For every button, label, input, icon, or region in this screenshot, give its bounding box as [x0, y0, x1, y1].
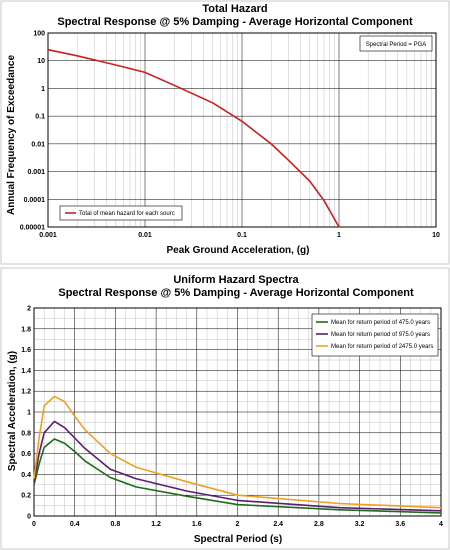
y-tick-label: 0.4	[21, 472, 31, 479]
y-tick-label: 0.1	[35, 114, 45, 121]
x-tick-label: 2.4	[273, 521, 283, 528]
x-tick-label: 0	[32, 521, 36, 528]
y-tick-label: 1	[41, 86, 45, 93]
uniform-hazard-spectra-chart: Uniform Hazard Spectra Spectral Response…	[0, 267, 450, 550]
series-lines	[47, 48, 340, 228]
y-tick-label: 1.2	[21, 389, 31, 396]
bottom-panel-border	[0, 267, 450, 550]
chart-subtitle: Spectral Response @ 5% Damping - Average…	[57, 16, 413, 28]
x-axis-title: Spectral Period (s)	[194, 534, 282, 545]
chart-subtitle: Spectral Response @ 5% Damping - Average…	[58, 287, 414, 299]
y-tick-label: 1	[27, 410, 31, 417]
hazard-curve-line	[47, 48, 340, 228]
x-tick-label: 4	[439, 521, 443, 528]
spectrum-475yr-line	[33, 438, 442, 514]
x-tick-label: 2	[236, 521, 240, 528]
x-axis-ticks: 0 0.4 0.8 1.2 1.6 2 2.4 2.8 3.2 3.6 4	[32, 521, 443, 528]
legend-box	[59, 205, 183, 221]
x-tick-label: 0.4	[70, 521, 80, 528]
spectrum-2475yr-line	[33, 395, 442, 509]
x-tick-label: 1	[337, 232, 341, 239]
x-tick-label: 1.6	[192, 521, 202, 528]
y-axis-ticks: 100 10 1 0.1 0.01 0.001 0.0001 0.00001	[20, 31, 45, 232]
plot-area	[33, 307, 442, 517]
total-hazard-chart: Total Hazard Spectral Response @ 5% Damp…	[0, 0, 450, 265]
plot-area	[47, 32, 437, 228]
y-tick-label: 0.001	[27, 169, 45, 176]
y-tick-label: 0.2	[21, 493, 31, 500]
y-tick-label: 1.4	[21, 368, 31, 375]
legend-entry: Mean for return period of 975.0 years	[331, 332, 430, 338]
y-axis-title: Annual Frequency of Exceedance	[6, 55, 17, 215]
spectrum-975yr-line	[33, 420, 442, 512]
legend-box	[311, 313, 439, 357]
x-tick-label: 0.001	[39, 232, 57, 239]
y-tick-label: 0	[27, 514, 31, 521]
x-axis-title: Peak Ground Acceleration, (g)	[167, 245, 310, 256]
x-tick-label: 0.8	[111, 521, 121, 528]
y-tick-label: 0.01	[31, 141, 45, 148]
y-tick-label: 0.8	[21, 430, 31, 437]
top-panel-border	[0, 0, 450, 265]
x-tick-label: 3.6	[395, 521, 405, 528]
y-tick-label: 1.6	[21, 347, 31, 354]
x-tick-label: 2.8	[314, 521, 324, 528]
spectral-period-annotation: Spectral Period = PGA	[359, 35, 433, 52]
y-tick-label: 0.0001	[24, 197, 46, 204]
y-axis-title: Spectral Acceleration, (g)	[7, 351, 18, 471]
legend-entry: Mean for return period of 2475.0 years	[331, 344, 433, 350]
y-tick-label: 0.00001	[20, 225, 45, 232]
legend: Total of mean hazard for each sourc	[59, 205, 183, 221]
x-tick-label: 10	[432, 232, 440, 239]
y-tick-label: 2	[27, 306, 31, 313]
y-tick-label: 100	[33, 31, 45, 38]
y-tick-label: 0.6	[21, 451, 31, 458]
y-axis-ticks: 0 0.2 0.4 0.6 0.8 1 1.2 1.4 1.6 1.8 2	[21, 306, 31, 521]
annotation-text: Spectral Period = PGA	[366, 42, 427, 48]
y-tick-label: 10	[37, 58, 45, 65]
x-tick-label: 1.2	[151, 521, 161, 528]
x-tick-label: 0.1	[237, 232, 247, 239]
legend: Mean for return period of 475.0 years Mea…	[311, 313, 439, 357]
x-axis-ticks: 0.001 0.01 0.1 1 10	[39, 232, 440, 239]
chart-title: Uniform Hazard Spectra	[173, 274, 299, 286]
legend-entry: Total of mean hazard for each sourc	[79, 211, 175, 217]
x-tick-label: 0.01	[138, 232, 152, 239]
series-lines	[33, 395, 442, 514]
x-tick-label: 3.2	[355, 521, 365, 528]
legend-entry: Mean for return period of 475.0 years	[331, 320, 430, 326]
chart-title: Total Hazard	[202, 3, 267, 15]
y-tick-label: 1.8	[21, 326, 31, 333]
